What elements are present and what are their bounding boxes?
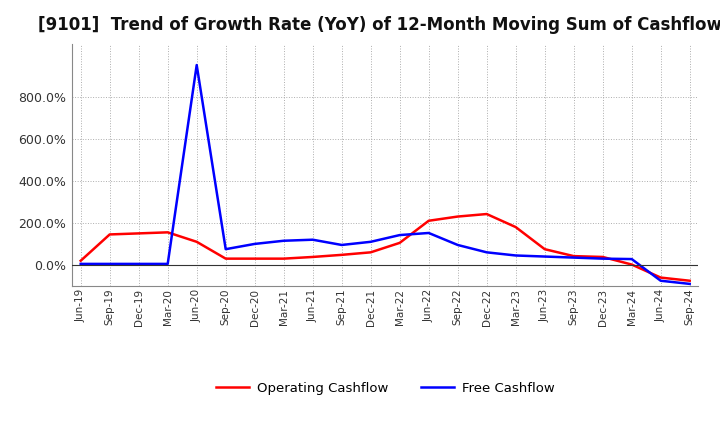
Free Cashflow (541, 254, 549, 259)
Operating Cashflow (163, 230, 172, 235)
Free Cashflow (570, 255, 578, 260)
Operating Cashflow (338, 252, 346, 257)
Title: [9101]  Trend of Growth Rate (YoY) of 12-Month Moving Sum of Cashflows: [9101] Trend of Growth Rate (YoY) of 12-… (38, 16, 720, 34)
Free Cashflow (105, 261, 114, 267)
Operating Cashflow (570, 253, 578, 259)
Operating Cashflow (685, 278, 694, 283)
Free Cashflow (76, 261, 85, 267)
Free Cashflow (598, 256, 607, 261)
Line: Free Cashflow: Free Cashflow (81, 65, 690, 284)
Free Cashflow (251, 241, 259, 246)
Free Cashflow (279, 238, 288, 243)
Operating Cashflow (105, 232, 114, 237)
Free Cashflow (221, 246, 230, 252)
Free Cashflow (424, 230, 433, 235)
Free Cashflow (163, 261, 172, 267)
Line: Operating Cashflow: Operating Cashflow (81, 214, 690, 281)
Operating Cashflow (308, 254, 317, 260)
Operating Cashflow (192, 239, 201, 245)
Operating Cashflow (454, 214, 462, 219)
Free Cashflow (395, 232, 404, 238)
Free Cashflow (308, 237, 317, 242)
Operating Cashflow (366, 249, 375, 255)
Operating Cashflow (482, 211, 491, 216)
Operating Cashflow (279, 256, 288, 261)
Free Cashflow (192, 62, 201, 68)
Free Cashflow (627, 257, 636, 262)
Free Cashflow (454, 242, 462, 248)
Operating Cashflow (598, 254, 607, 260)
Operating Cashflow (76, 258, 85, 264)
Operating Cashflow (221, 256, 230, 261)
Operating Cashflow (657, 275, 665, 280)
Free Cashflow (657, 278, 665, 283)
Free Cashflow (135, 261, 143, 267)
Operating Cashflow (541, 246, 549, 252)
Operating Cashflow (627, 262, 636, 267)
Free Cashflow (338, 242, 346, 248)
Operating Cashflow (395, 240, 404, 246)
Free Cashflow (482, 249, 491, 255)
Free Cashflow (511, 253, 520, 258)
Operating Cashflow (424, 218, 433, 224)
Legend: Operating Cashflow, Free Cashflow: Operating Cashflow, Free Cashflow (210, 377, 560, 400)
Operating Cashflow (135, 231, 143, 236)
Free Cashflow (685, 281, 694, 286)
Operating Cashflow (251, 256, 259, 261)
Free Cashflow (366, 239, 375, 245)
Operating Cashflow (511, 224, 520, 230)
